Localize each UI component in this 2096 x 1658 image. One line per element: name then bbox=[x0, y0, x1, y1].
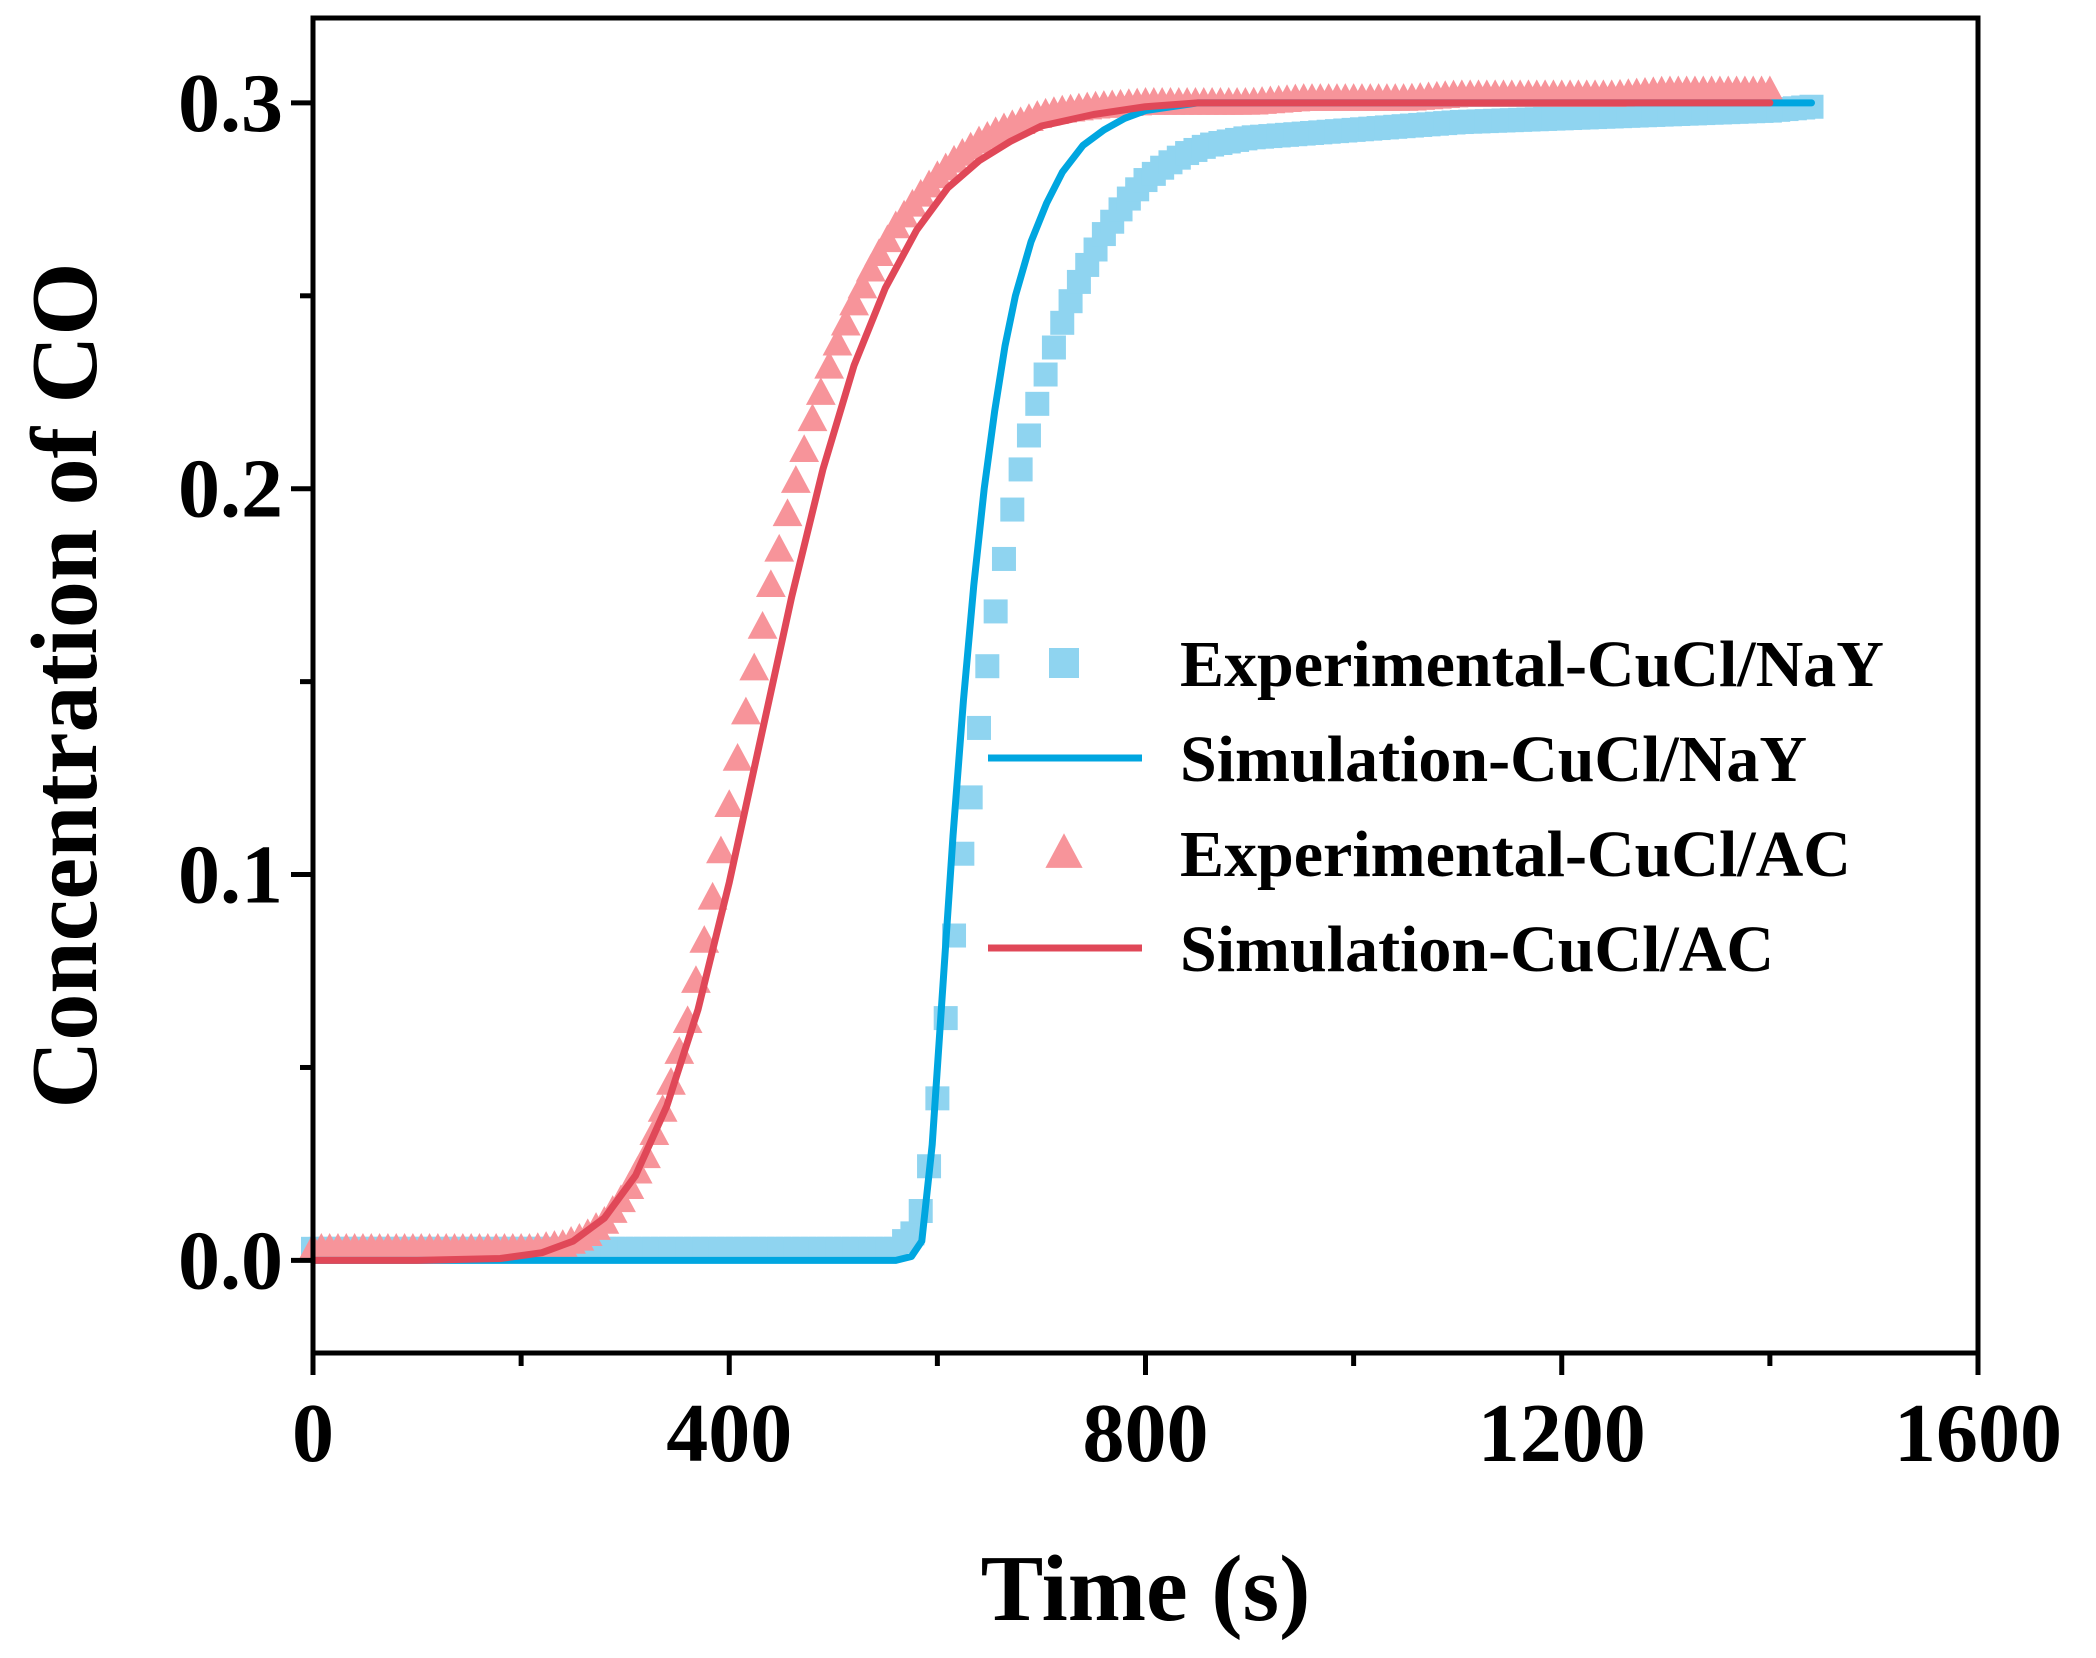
legend-label: Simulation-CuCl/NaY bbox=[1180, 723, 1807, 796]
data-point bbox=[764, 533, 795, 562]
data-point bbox=[789, 434, 820, 463]
data-point bbox=[864, 238, 894, 267]
data-point bbox=[839, 287, 870, 316]
data-point bbox=[1033, 362, 1058, 387]
data-point bbox=[772, 498, 803, 527]
data-point bbox=[722, 742, 753, 771]
x-tick-label: 400 bbox=[666, 1387, 792, 1480]
legend-symbol bbox=[1049, 648, 1079, 678]
data-point bbox=[872, 224, 903, 253]
series-Simulation-CuCl/AC bbox=[309, 99, 1774, 1264]
y-tick-label: 0.2 bbox=[178, 443, 283, 536]
data-point bbox=[706, 835, 736, 864]
data-point bbox=[1008, 457, 1033, 482]
y-tick-label: 0.3 bbox=[178, 57, 283, 150]
data-point bbox=[847, 270, 878, 299]
data-point bbox=[830, 307, 861, 336]
axes-layer: 0 400 800 1200 1600 0.0 0.1 0.2 0.3 bbox=[178, 57, 2062, 1480]
x-tick-label: 1600 bbox=[1894, 1387, 2062, 1480]
data-point bbox=[747, 611, 778, 639]
data-point bbox=[697, 881, 728, 910]
data-point bbox=[991, 546, 1016, 571]
data-point bbox=[855, 253, 886, 282]
data-point bbox=[958, 785, 983, 810]
data-point bbox=[797, 403, 828, 432]
data-point bbox=[739, 652, 770, 681]
y-tick-label: 0.0 bbox=[178, 1214, 283, 1307]
data-point bbox=[1050, 310, 1075, 335]
legend-symbol bbox=[1045, 833, 1083, 868]
legend: Experimental-CuCl/NaY Simulation-CuCl/NaY… bbox=[988, 628, 1884, 986]
x-tick-label: 800 bbox=[1083, 1387, 1209, 1480]
data-point bbox=[805, 377, 836, 405]
series-line bbox=[309, 99, 1774, 1264]
data-point bbox=[1000, 497, 1025, 522]
legend-entry: Experimental-CuCl/AC bbox=[1045, 818, 1851, 891]
legend-label: Experimental-CuCl/AC bbox=[1180, 818, 1851, 891]
legend-label: Simulation-CuCl/AC bbox=[1180, 913, 1774, 986]
x-tick-label: 1200 bbox=[1478, 1387, 1646, 1480]
data-point bbox=[967, 715, 991, 740]
legend-entry: Simulation-CuCl/NaY bbox=[988, 723, 1807, 796]
legend-entry: Experimental-CuCl/NaY bbox=[1049, 628, 1884, 701]
data-point bbox=[983, 599, 1008, 624]
data-point bbox=[780, 465, 811, 493]
data-point bbox=[664, 1036, 695, 1064]
y-tick-label: 0.1 bbox=[178, 829, 283, 922]
data-point bbox=[656, 1067, 686, 1095]
series-layer bbox=[298, 75, 1824, 1264]
y-axis-title: Concentration of CO bbox=[13, 263, 117, 1109]
data-point bbox=[975, 654, 1000, 679]
data-point bbox=[814, 350, 845, 379]
data-point bbox=[731, 696, 761, 725]
data-point bbox=[1025, 391, 1050, 416]
data-point bbox=[822, 327, 853, 356]
data-point bbox=[1754, 75, 1785, 104]
data-point bbox=[714, 789, 745, 817]
legend-entry: Simulation-CuCl/AC bbox=[988, 913, 1774, 986]
x-axis-title: Time (s) bbox=[981, 1537, 1311, 1641]
data-point bbox=[755, 569, 786, 598]
data-point bbox=[1016, 423, 1041, 448]
data-point bbox=[1041, 335, 1066, 360]
x-tick-label: 0 bbox=[292, 1387, 334, 1480]
data-point bbox=[1799, 94, 1824, 119]
legend-label: Experimental-CuCl/NaY bbox=[1180, 628, 1884, 701]
